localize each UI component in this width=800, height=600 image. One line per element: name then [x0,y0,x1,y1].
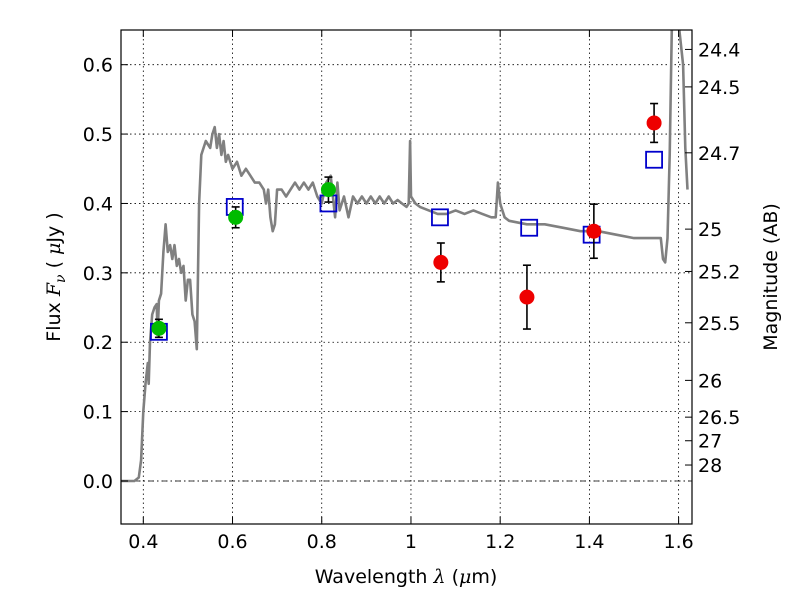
observed-point-marker [586,223,602,239]
y2-tick-label: 25 [698,219,722,241]
y2-tick-label: 26.5 [698,407,740,429]
axes-frame [120,29,693,525]
observed-point-marker [320,182,336,198]
y-tick-label: 0.0 [83,471,113,493]
x-tick-label: 1.4 [574,531,604,553]
y-tick-label: 0.4 [83,193,113,215]
model-square-marker [645,150,663,169]
observed-point-marker [519,289,535,305]
spectrum-line [121,30,689,483]
x-tick-label: 1 [405,531,417,553]
y-tick-label: 0.3 [83,263,113,285]
x-axis-title: Wavelength λ (μm) [315,566,498,588]
y-tick-label: 0.1 [83,402,113,424]
y-tick-label: 0.2 [83,332,113,354]
y2-axis-title: Magnitude (AB) [760,203,782,351]
y-tick-label: 0.6 [83,55,113,77]
x-tick-label: 1.6 [664,531,694,553]
y2-tick-label: 26 [698,370,722,392]
x-tick-label: 0.4 [128,531,158,553]
observed-point-marker [433,254,449,270]
y-tick-label: 0.5 [83,124,113,146]
x-tick-label: 1.2 [485,531,515,553]
y2-tick-label: 25.2 [698,261,740,283]
y2-tick-label: 24.7 [698,143,740,165]
x-tick-label: 0.8 [307,531,337,553]
axis-ticks: 0.4 0.6 0.8 1 1.2 1.4 1.6 0.0 0.1 0.2 0.3 0.4 0.5 0.6… [83,30,740,553]
y2-tick-label: 25.5 [698,313,740,335]
data-points [150,102,663,341]
observed-point-marker [151,320,167,336]
observed-point-marker [228,209,244,225]
plot-frame [120,29,693,525]
y2-tick-label: 27 [698,431,722,453]
y2-tick-label: 28 [698,455,722,477]
y-axis-title: Flux Fν ( μJy ) [43,212,69,341]
y2-tick-label: 24.5 [698,77,740,99]
model-square-marker [520,218,539,237]
model-spectrum [121,30,689,483]
x-tick-label: 0.6 [217,531,247,553]
observed-point-marker [646,115,662,131]
y2-tick-label: 24.4 [698,39,740,61]
model-square-marker [431,208,449,227]
